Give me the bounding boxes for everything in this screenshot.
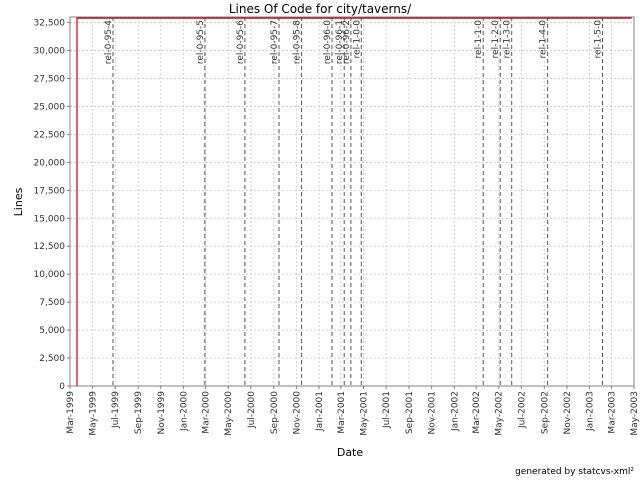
x-axis-ticks: Mar-1999 May-1999 Jul-1999 Sep-1999 Nov-1999… bbox=[66, 386, 640, 436]
x-tick-label: May-2002 bbox=[495, 391, 505, 436]
x-tick-label: Jan-2002 bbox=[450, 391, 460, 432]
x-tick-label: May-2000 bbox=[224, 391, 234, 436]
release-label: rel-0-96-2 bbox=[342, 20, 352, 64]
y-tick-label: 10,000 bbox=[34, 270, 66, 280]
plot-border bbox=[69, 16, 635, 387]
x-tick-label: Sep-1999 bbox=[134, 391, 144, 434]
release-label: rel-0-95-6 bbox=[236, 20, 246, 64]
x-tick-label: May-1999 bbox=[89, 391, 99, 436]
release-label: rel-0-95-4 bbox=[104, 20, 114, 64]
x-tick-label: Mar-2000 bbox=[202, 391, 212, 434]
x-tick-label: Jul-1999 bbox=[111, 391, 121, 429]
x-tick-label: Sep-2002 bbox=[540, 391, 550, 434]
x-tick-label: Nov-1999 bbox=[157, 391, 167, 435]
release-markers: rel-0-95-4 rel-0-95-5 rel-0-95-6 rel-0-95-7… bbox=[104, 17, 604, 386]
y-tick-label: 32,500 bbox=[34, 19, 66, 29]
x-tick-label: Mar-2003 bbox=[607, 391, 617, 434]
x-axis-label: Date bbox=[337, 446, 364, 459]
x-tick-label: May-2001 bbox=[359, 391, 369, 436]
x-tick-label: Sep-2001 bbox=[405, 391, 415, 434]
x-tick-label: Nov-2001 bbox=[428, 391, 438, 434]
release-label: rel-1-1-0 bbox=[474, 20, 484, 59]
x-tick-label: Nov-2002 bbox=[563, 391, 573, 434]
y-tick-label: 5,000 bbox=[39, 326, 65, 336]
x-tick-label: Mar-2002 bbox=[472, 391, 482, 434]
release-label: rel-0-96-1 bbox=[335, 20, 345, 64]
release-label: rel-0-96-0 bbox=[323, 20, 333, 64]
y-tick-label: 30,000 bbox=[34, 47, 66, 57]
x-tick-label: Nov-2000 bbox=[292, 391, 302, 435]
x-tick-label: Mar-1999 bbox=[66, 391, 76, 434]
release-label: rel-1-3-0 bbox=[503, 20, 513, 59]
axes bbox=[69, 16, 635, 387]
y-axis-ticks: 0 2,500 5,000 7,500 10,000 12,500 15,000 17,500… bbox=[34, 19, 70, 392]
x-tick-label: Jan-2003 bbox=[586, 391, 596, 432]
y-axis-label: Lines bbox=[12, 187, 25, 216]
y-tick-label: 2,500 bbox=[39, 354, 65, 364]
release-label: rel-0-95-8 bbox=[293, 20, 303, 64]
series-line bbox=[76, 17, 632, 386]
x-tick-label: Sep-2000 bbox=[270, 391, 280, 434]
x-tick-label: Jul-2002 bbox=[517, 391, 527, 429]
release-label: rel-0-95-5 bbox=[196, 20, 206, 64]
x-tick-label: Jan-2000 bbox=[179, 391, 189, 432]
x-tick-label: Jul-2000 bbox=[247, 391, 257, 429]
y-tick-label: 7,500 bbox=[39, 298, 65, 308]
series-group bbox=[76, 17, 632, 386]
y-tick-label: 25,000 bbox=[34, 102, 66, 112]
y-tick-label: 17,500 bbox=[34, 186, 66, 196]
footer-credit: generated by statcvs-xml² bbox=[515, 467, 634, 477]
release-label: rel-1-2-0 bbox=[491, 20, 501, 59]
y-tick-label: 20,000 bbox=[34, 158, 66, 168]
y-tick-label: 27,500 bbox=[34, 75, 66, 85]
y-tick-label: 12,500 bbox=[34, 242, 66, 252]
grid-lines bbox=[69, 17, 635, 387]
release-label: rel-1-0-0 bbox=[352, 20, 362, 59]
y-tick-label: 15,000 bbox=[34, 214, 66, 224]
release-label: rel-0-95-7 bbox=[270, 20, 280, 64]
chart-title: Lines Of Code for city/taverns/ bbox=[229, 2, 412, 16]
y-tick-label: 0 bbox=[59, 382, 65, 392]
x-tick-label: Jan-2001 bbox=[315, 391, 325, 432]
x-tick-label: Mar-2001 bbox=[337, 391, 347, 434]
release-label: rel-1-5-0 bbox=[594, 20, 604, 59]
release-label: rel-1-4-0 bbox=[539, 20, 549, 59]
y-tick-label: 22,500 bbox=[34, 130, 66, 140]
x-tick-label: May-2003 bbox=[630, 391, 640, 436]
x-tick-label: Jul-2001 bbox=[382, 391, 392, 429]
